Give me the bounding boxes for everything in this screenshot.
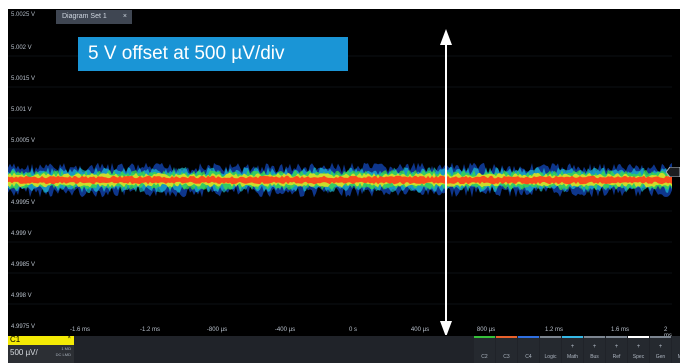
x-axis-label: -800 µs — [206, 327, 228, 333]
toolbar-button-label: Gen — [655, 354, 666, 360]
plus-icon: + — [614, 344, 619, 350]
plus-icon: + — [636, 344, 641, 350]
button-color-stripe — [474, 336, 495, 338]
trace-band — [8, 175, 672, 185]
channel-c1-panel[interactable]: C1 × 500 µV/ 1 MΩ DC LMD — [8, 335, 74, 363]
button-color-stripe — [496, 336, 517, 338]
y-axis-label: 4.998 V — [11, 293, 32, 299]
menu-label: Menu — [677, 354, 680, 360]
channel-c1-label: C1 — [10, 335, 21, 344]
channel-c1-header: C1 × — [8, 335, 74, 345]
arrow-head-top — [440, 29, 452, 45]
toolbar-button-label: C2 — [481, 354, 488, 360]
waveform-plot[interactable]: 5.002 V 5.0015 V 5.001 V 5.0005 V 4.9995 V 4.… — [8, 25, 672, 339]
y-axis-label: 5.0005 V — [11, 138, 36, 144]
toolbar-button-c4[interactable]: C4 — [518, 336, 539, 363]
bottom-toolbar: C1 × 500 µV/ 1 MΩ DC LMD C2 C3 C4 Logic + Mat… — [8, 335, 680, 363]
button-color-stripe — [606, 336, 627, 338]
toolbar-button-gen[interactable]: + Gen — [650, 336, 671, 363]
tab-close-icon[interactable]: × — [122, 13, 127, 20]
y-axis-label: 5.0015 V — [11, 76, 36, 82]
y-axis-label: 4.9995 V — [11, 200, 36, 206]
channel-close-icon[interactable]: × — [67, 335, 71, 341]
trace — [8, 162, 672, 198]
y-axis-label: 5.002 V — [11, 45, 32, 51]
toolbar-button-label: C4 — [525, 354, 532, 360]
waveform-svg — [8, 29, 672, 337]
channel-coupling: DC LMD — [55, 352, 71, 357]
x-axis-label: 1.6 ms — [610, 327, 630, 333]
arrow-head-bottom — [440, 321, 452, 337]
channel-scale: 500 µV/ — [10, 348, 38, 357]
toolbar-button-math[interactable]: + Math — [562, 336, 583, 363]
x-axis-label: 800 µs — [476, 327, 496, 333]
toolbar-button-label: Ref — [612, 354, 621, 360]
x-axis-label: 1.2 ms — [544, 327, 564, 333]
x-axis-label: -400 µs — [274, 327, 296, 333]
toolbar-button-label: Math — [566, 354, 579, 360]
x-axis-label: 0 s — [348, 327, 358, 333]
toolbar-button-label: C3 — [503, 354, 510, 360]
toolbar-button-label: Spec — [632, 354, 645, 360]
x-axis-label: -1.2 ms — [139, 327, 161, 333]
button-color-stripe — [628, 336, 649, 338]
toolbar-button-label: Logic — [544, 354, 557, 360]
y-axis-label: 4.999 V — [11, 231, 32, 237]
x-axis-label: -1.6 ms — [69, 327, 91, 333]
toolbar-button-ref[interactable]: + Ref — [606, 336, 627, 363]
toolbar-button-spec[interactable]: + Spec — [628, 336, 649, 363]
tab-diagram-set-1[interactable]: Diagram Set 1 × — [56, 10, 132, 24]
toolbar-button-label: Bus — [590, 354, 599, 360]
button-color-stripe — [584, 336, 605, 338]
offset-annotation: 5 V offset at 500 µV/div — [78, 37, 348, 71]
top-value-label: 5.0025 V — [11, 12, 36, 18]
button-color-stripe — [540, 336, 561, 338]
button-color-stripe — [650, 336, 671, 338]
channel-marker-icon[interactable] — [665, 164, 680, 182]
toolbar-button-c3[interactable]: C3 — [496, 336, 517, 363]
channel-coupling-info: 1 MΩ DC LMD — [56, 346, 71, 358]
toolbar-buttons: C2 C3 C4 Logic + Math + Bus + Ref + Spec + Gen ≡ Menu — [474, 336, 680, 363]
tab-title: Diagram Set 1 — [62, 13, 107, 20]
scope-window: 5.0025 V Diagram Set 1 × 5.002 V 5.0015 V… — [8, 9, 680, 363]
x-axis-label: 400 µs — [410, 327, 430, 333]
button-color-stripe — [562, 336, 583, 338]
plus-icon: + — [658, 344, 663, 350]
toolbar-button-logic[interactable]: Logic — [540, 336, 561, 363]
y-axis-label: 5.001 V — [11, 107, 32, 113]
plus-icon: + — [570, 344, 575, 350]
channel-impedance: 1 MΩ — [61, 346, 71, 351]
plus-icon: + — [592, 344, 597, 350]
hamburger-icon: ≡ — [672, 341, 680, 352]
toolbar-button-c2[interactable]: C2 — [474, 336, 495, 363]
toolbar-button-bus[interactable]: + Bus — [584, 336, 605, 363]
y-axis-label: 4.9985 V — [11, 262, 36, 268]
button-color-stripe — [518, 336, 539, 338]
menu-button[interactable]: ≡ Menu — [672, 336, 680, 363]
y-axis-label: 4.9975 V — [11, 324, 36, 330]
double-arrow-icon — [440, 29, 452, 337]
